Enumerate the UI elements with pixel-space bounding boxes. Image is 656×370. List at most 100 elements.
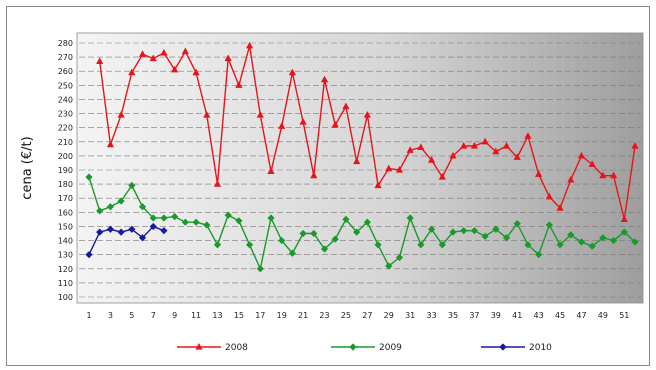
data-point bbox=[499, 343, 507, 351]
data-point bbox=[160, 214, 168, 222]
data-point bbox=[213, 241, 222, 249]
series-line bbox=[88, 176, 636, 272]
data-point bbox=[160, 227, 168, 235]
data-point bbox=[181, 47, 189, 55]
data-point bbox=[235, 217, 243, 225]
plot-area bbox=[76, 32, 644, 304]
legend-entry-2010: 2010 bbox=[481, 343, 552, 353]
data-point bbox=[320, 75, 329, 83]
data-point bbox=[449, 228, 457, 236]
data-point bbox=[513, 220, 521, 228]
x-tick-label: 13 bbox=[212, 311, 222, 320]
y-tick-label: 140 bbox=[58, 237, 73, 246]
x-tick-label: 31 bbox=[405, 311, 415, 320]
data-point bbox=[310, 171, 318, 179]
y-tick-label: 130 bbox=[58, 251, 73, 260]
data-point bbox=[631, 142, 639, 149]
data-point bbox=[138, 234, 147, 242]
x-tick-label: 27 bbox=[362, 311, 372, 320]
data-point bbox=[138, 50, 147, 57]
data-point bbox=[171, 65, 179, 73]
data-point bbox=[224, 54, 232, 62]
data-point bbox=[599, 234, 607, 242]
data-point bbox=[524, 132, 532, 139]
y-tick-label: 270 bbox=[58, 53, 73, 62]
data-point bbox=[171, 212, 179, 221]
data-point bbox=[417, 143, 425, 151]
series-2010 bbox=[85, 222, 168, 259]
data-point bbox=[502, 142, 511, 149]
data-point bbox=[417, 241, 425, 249]
data-point bbox=[460, 227, 468, 235]
data-point bbox=[470, 227, 479, 235]
series-2008 bbox=[96, 41, 639, 222]
x-tick-label: 45 bbox=[555, 311, 565, 320]
data-point bbox=[310, 229, 318, 238]
data-point bbox=[599, 171, 607, 179]
data-point bbox=[235, 81, 243, 88]
data-point bbox=[128, 225, 136, 233]
data-point bbox=[299, 118, 307, 125]
data-point bbox=[149, 222, 157, 231]
data-point bbox=[256, 110, 264, 118]
x-tick-label: 51 bbox=[619, 311, 629, 320]
data-point bbox=[460, 142, 468, 149]
data-point bbox=[588, 242, 596, 250]
data-point bbox=[363, 218, 371, 226]
y-tick-label: 220 bbox=[58, 124, 73, 133]
data-point bbox=[492, 147, 500, 155]
data-point bbox=[195, 343, 203, 350]
data-point bbox=[224, 211, 232, 219]
data-point bbox=[96, 57, 104, 64]
x-tick-label: 29 bbox=[384, 311, 394, 320]
data-point bbox=[342, 102, 350, 110]
data-point bbox=[620, 215, 628, 222]
data-point bbox=[117, 228, 125, 236]
data-point bbox=[342, 215, 350, 223]
data-point bbox=[556, 241, 564, 249]
x-tick-label: 43 bbox=[534, 311, 544, 320]
data-point bbox=[213, 180, 222, 187]
data-point bbox=[288, 68, 297, 76]
data-point bbox=[631, 238, 639, 246]
data-point bbox=[320, 245, 329, 253]
x-tick-label: 1 bbox=[86, 311, 91, 320]
legend-label: 2008 bbox=[225, 343, 248, 353]
data-point bbox=[349, 343, 357, 351]
data-point bbox=[481, 137, 489, 145]
y-tick-label: 200 bbox=[58, 152, 73, 161]
data-point bbox=[138, 203, 147, 211]
data-point bbox=[588, 160, 596, 167]
x-tick-label: 11 bbox=[191, 311, 201, 320]
y-tick-label: 110 bbox=[58, 279, 73, 288]
y-tick-label: 210 bbox=[58, 138, 73, 147]
data-point bbox=[535, 170, 543, 177]
data-point bbox=[245, 41, 254, 49]
data-point bbox=[395, 166, 404, 173]
data-point bbox=[96, 207, 104, 215]
x-tick-label: 19 bbox=[277, 311, 287, 320]
y-tick-label: 280 bbox=[58, 39, 73, 48]
data-point bbox=[256, 265, 264, 273]
x-tick-label: 9 bbox=[172, 311, 177, 320]
x-tick-label: 37 bbox=[469, 311, 479, 320]
price-line-chart: 100 110 120 130 140 150 160 170 180 190 200 210 220 2… bbox=[20, 32, 644, 353]
data-point bbox=[556, 204, 564, 211]
legend-label: 2009 bbox=[379, 343, 402, 353]
data-point bbox=[353, 228, 361, 236]
data-point bbox=[395, 253, 404, 262]
data-point bbox=[363, 110, 371, 118]
data-point bbox=[609, 236, 618, 245]
y-tick-label: 170 bbox=[58, 194, 73, 203]
data-point bbox=[278, 236, 286, 245]
data-point bbox=[181, 218, 189, 226]
data-point bbox=[620, 228, 628, 236]
x-tick-label: 35 bbox=[448, 311, 458, 320]
data-point bbox=[470, 142, 479, 149]
data-point bbox=[567, 175, 575, 183]
data-point bbox=[374, 241, 382, 249]
data-point bbox=[427, 156, 436, 163]
x-tick-label: 5 bbox=[129, 311, 134, 320]
x-tick-label: 47 bbox=[576, 311, 586, 320]
data-point bbox=[545, 221, 553, 229]
